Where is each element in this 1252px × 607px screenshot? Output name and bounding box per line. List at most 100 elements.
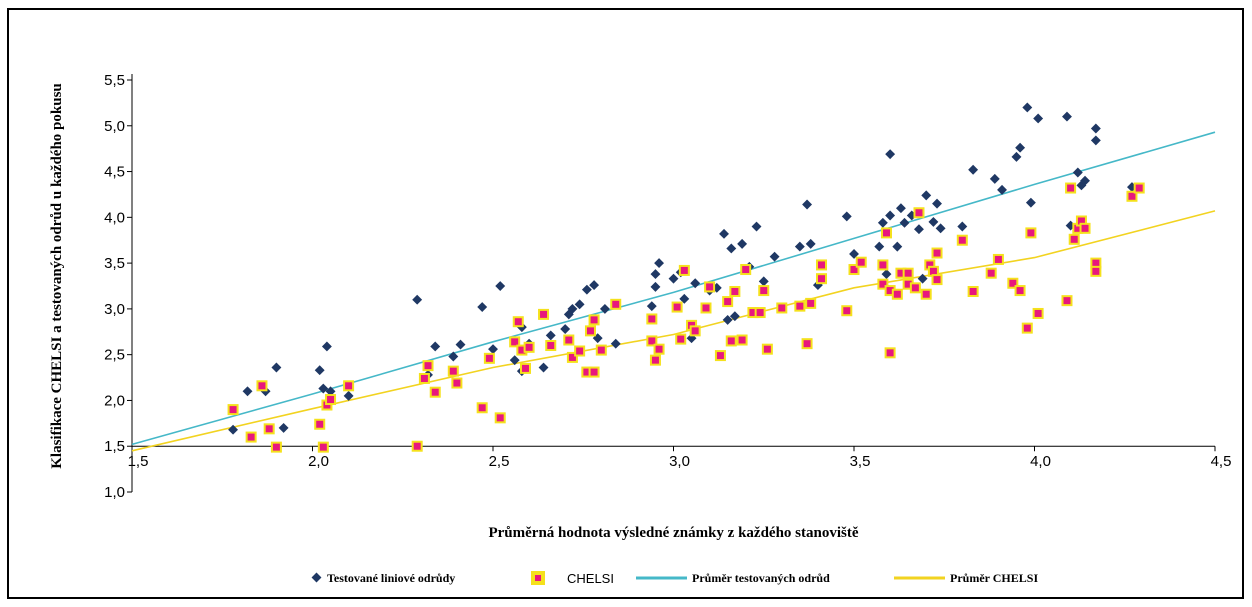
point-testovane (560, 324, 571, 334)
point-chelsi (794, 300, 806, 312)
point-chelsi (816, 259, 828, 271)
point-testovane (1022, 102, 1033, 113)
point-chelsi (891, 288, 903, 300)
point-chelsi (646, 335, 658, 347)
point-testovane (455, 339, 466, 350)
point-chelsi (483, 352, 495, 364)
point-testovane (758, 276, 769, 287)
point-chelsi (848, 264, 860, 276)
point-testovane (538, 362, 549, 373)
x-tick-label: 3,5 (850, 453, 871, 470)
point-chelsi (671, 301, 683, 313)
point-testovane (895, 203, 906, 214)
point-chelsi (801, 338, 813, 350)
point-testovane (1090, 135, 1101, 146)
point-chelsi (523, 341, 535, 353)
point-testovane (841, 211, 852, 222)
legend: Testované liniové odrůdy CHELSI Průměr t… (311, 571, 1038, 586)
point-testovane (668, 273, 679, 284)
point-chelsi (545, 340, 557, 352)
y-axis-title: Klasifikace CHELSI a testovaných odrůd u… (49, 83, 65, 469)
point-chelsi (494, 412, 506, 424)
x-tick-label: 4,5 (1211, 453, 1232, 470)
x-tick-label: 1,5 (128, 453, 149, 470)
point-chelsi (931, 247, 943, 259)
point-testovane (805, 238, 816, 249)
point-chelsi (841, 305, 853, 317)
point-chelsi (418, 372, 430, 384)
chart-frame: 1,0 1,5 2,0 2,5 3,0 3,5 4,0 4,5 5,0 5,5 1,5 2,0 2,5 3… (7, 8, 1244, 599)
point-testovane (729, 311, 740, 322)
point-chelsi (649, 354, 661, 366)
point-chelsi (1021, 322, 1033, 334)
point-chelsi (678, 264, 690, 276)
point-chelsi (913, 207, 925, 219)
point-chelsi (227, 404, 239, 416)
point-chelsi (884, 347, 896, 359)
point-testovane (1033, 113, 1044, 124)
point-testovane (242, 386, 253, 397)
point-testovane (874, 241, 885, 252)
point-testovane (1025, 197, 1036, 208)
point-testovane (477, 302, 488, 312)
point-testovane (769, 251, 780, 262)
point-chelsi (646, 313, 658, 325)
point-chelsi (722, 296, 734, 308)
legend-label-prumer-chelsi: Průměr CHELSI (950, 571, 1038, 585)
point-chelsi (877, 259, 889, 271)
point-chelsi (675, 333, 687, 345)
point-testovane (794, 241, 805, 252)
point-testovane (650, 281, 661, 292)
data-points (227, 102, 1145, 453)
point-testovane (877, 217, 888, 228)
point-chelsi (776, 302, 788, 314)
point-chelsi (538, 308, 550, 320)
point-testovane (1011, 151, 1022, 162)
point-testovane (802, 199, 813, 210)
point-chelsi (1032, 307, 1044, 319)
trend-line-2 (131, 131, 1216, 446)
point-testovane (914, 224, 924, 235)
point-testovane (722, 314, 733, 325)
point-chelsi (729, 285, 741, 297)
point-testovane (412, 294, 423, 305)
point-chelsi (725, 335, 737, 347)
point-chelsi (805, 297, 817, 309)
point-testovane (885, 210, 896, 221)
point-chelsi (263, 423, 275, 435)
point-testovane (997, 184, 1007, 195)
legend-label-testovane: Testované liniové odrůdy (327, 571, 455, 585)
point-testovane (509, 355, 520, 366)
legend-marker-diamond-icon (311, 572, 322, 583)
point-chelsi (588, 314, 600, 326)
y-tick-label: 4,0 (104, 209, 125, 226)
x-tick-label: 4,0 (1030, 453, 1051, 470)
point-chelsi (584, 325, 596, 337)
point-chelsi (422, 360, 434, 372)
point-chelsi (317, 441, 329, 453)
point-testovane (278, 422, 289, 433)
point-chelsi (736, 334, 748, 346)
x-tick-label: 3,0 (669, 453, 690, 470)
legend-label-prumer-testovanych: Průměr testovaných odrůd (692, 571, 830, 585)
point-testovane (932, 198, 942, 209)
point-testovane (314, 365, 325, 376)
point-chelsi (343, 380, 355, 392)
point-testovane (885, 149, 896, 160)
point-testovane (989, 173, 1000, 184)
point-chelsi (653, 343, 665, 355)
point-chelsi (909, 282, 921, 294)
legend-item-chelsi: CHELSI (531, 571, 614, 586)
point-testovane (325, 386, 336, 397)
point-chelsi (967, 285, 979, 297)
point-testovane (448, 351, 459, 362)
y-tick-label: 5,5 (104, 72, 125, 89)
x-tick-label: 2,5 (489, 453, 510, 470)
point-chelsi (256, 380, 268, 392)
point-testovane (892, 241, 903, 252)
point-chelsi (855, 256, 867, 268)
point-chelsi (314, 418, 326, 430)
point-chelsi (754, 307, 766, 319)
point-chelsi (1061, 295, 1073, 307)
point-testovane (917, 273, 928, 284)
